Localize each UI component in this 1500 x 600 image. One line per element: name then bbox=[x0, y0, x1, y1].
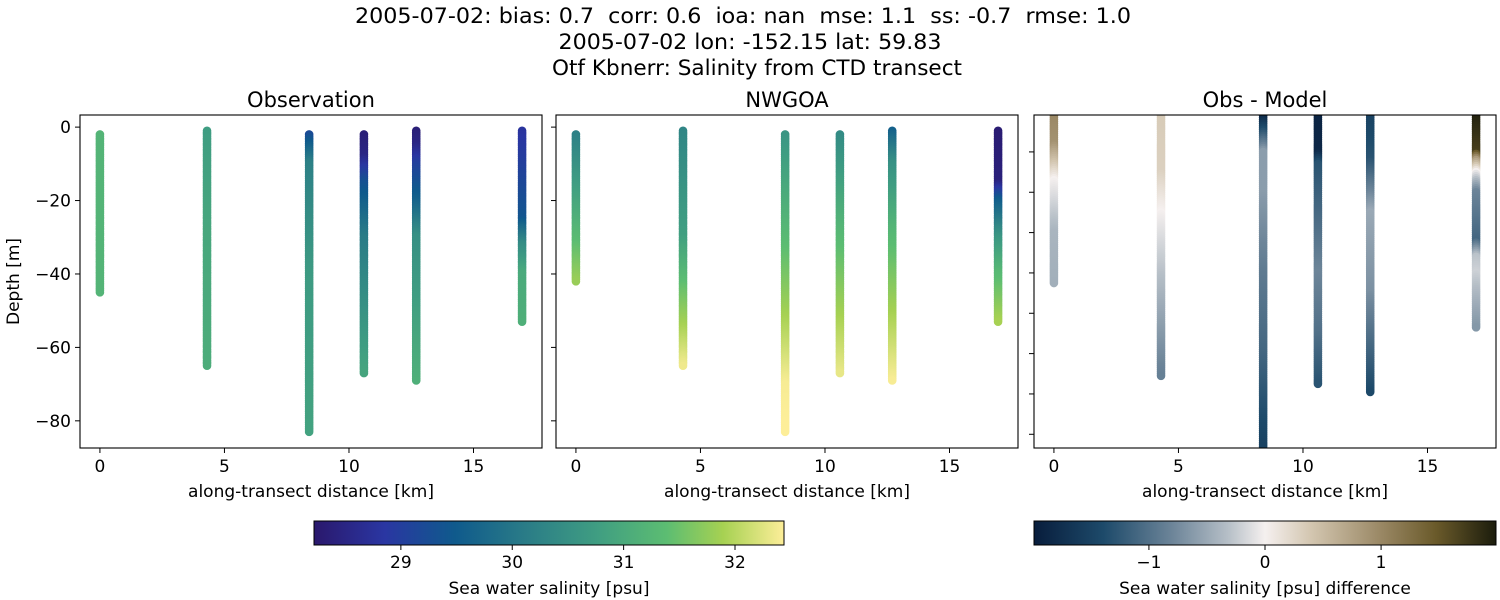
x-tick-label: 10 bbox=[1292, 457, 1314, 477]
data-point bbox=[678, 361, 688, 371]
data-point bbox=[411, 376, 421, 385]
data-point bbox=[359, 368, 369, 378]
x-axis-label: along-transect distance [km] bbox=[188, 482, 434, 502]
panel-2: 0 5 10 15 NWGOA along-transect distance [km] bbox=[551, 88, 1019, 502]
panel-title: NWGOA bbox=[745, 88, 829, 112]
scatter-points bbox=[571, 126, 1003, 437]
profile-x-4.3 bbox=[1156, 115, 1166, 381]
data-point bbox=[571, 277, 581, 286]
colorbar-2: −1 0 1 Sea water salinity [psu] difference bbox=[1033, 520, 1497, 599]
profile-x-0 bbox=[95, 130, 105, 297]
profile-x-10.6 bbox=[1313, 115, 1323, 389]
profile-x-8.4 bbox=[780, 130, 790, 437]
colorbar-1: 29 30 31 32 Sea water salinity [psu] bbox=[313, 520, 785, 599]
profile-x-4.3 bbox=[678, 126, 688, 371]
x-tick-label: 0 bbox=[571, 457, 582, 477]
data-point bbox=[1156, 371, 1166, 381]
colorbar-tick-label: 30 bbox=[501, 553, 523, 573]
suptitle-line-3: Otf Kbnerr: Salinity from CTD transect bbox=[552, 56, 962, 80]
colorbar-tick-label: −1 bbox=[1136, 553, 1161, 573]
x-axis-label: along-transect distance [km] bbox=[1142, 482, 1388, 502]
y-tick-label: −40 bbox=[35, 265, 71, 285]
data-point bbox=[993, 317, 1003, 327]
data-point bbox=[887, 376, 897, 385]
y-tick-label: −80 bbox=[35, 412, 71, 432]
x-tick-label: 15 bbox=[939, 457, 961, 477]
profile-x-0 bbox=[1049, 115, 1059, 288]
data-point bbox=[1049, 278, 1059, 288]
profile-x-10.6 bbox=[359, 130, 369, 378]
profile-x-8.4 bbox=[304, 130, 314, 437]
x-tick-label: 15 bbox=[463, 457, 485, 477]
profile-x-16.95 bbox=[1471, 115, 1481, 332]
profile-x-8.4 bbox=[1258, 115, 1268, 448]
colorbar-tick-label: 32 bbox=[724, 553, 746, 573]
data-point bbox=[780, 427, 790, 437]
x-tick-label: 5 bbox=[219, 457, 230, 477]
data-point bbox=[517, 317, 527, 327]
panel-3: 0 5 10 15 Obs - Model along-transect distance… bbox=[1029, 88, 1497, 502]
data-point bbox=[835, 368, 845, 378]
profile-x-4.3 bbox=[202, 126, 212, 371]
x-tick-label: 10 bbox=[338, 457, 360, 477]
colorbar-gradient bbox=[313, 520, 785, 546]
axes-frame bbox=[1033, 114, 1497, 449]
y-tick-label: −60 bbox=[35, 338, 71, 358]
axes-frame bbox=[555, 114, 1019, 449]
scatter-points bbox=[1049, 115, 1481, 448]
profile-x-12.7 bbox=[1365, 115, 1375, 397]
suptitle-line-1: 2005-07-02: bias: 0.7 corr: 0.6 ioa: nan… bbox=[355, 4, 1131, 28]
data-point bbox=[1258, 442, 1268, 448]
colorbar-gradient bbox=[1033, 520, 1497, 546]
data-point bbox=[202, 361, 212, 371]
colorbar-tick-label: 0 bbox=[1260, 553, 1271, 573]
x-tick-label: 10 bbox=[814, 457, 836, 477]
x-axis-label: along-transect distance [km] bbox=[664, 482, 910, 502]
profile-x-0 bbox=[571, 130, 581, 286]
x-tick-label: 0 bbox=[1049, 457, 1060, 477]
x-tick-label: 15 bbox=[1417, 457, 1439, 477]
data-point bbox=[1365, 387, 1375, 397]
data-point bbox=[1471, 323, 1481, 332]
y-axis-label: Depth [m] bbox=[4, 238, 24, 325]
colorbar-label: Sea water salinity [psu] bbox=[449, 579, 650, 599]
colorbar-tick-label: 29 bbox=[390, 553, 412, 573]
colorbar-tick-label: 1 bbox=[1376, 553, 1387, 573]
x-tick-label: 0 bbox=[95, 457, 106, 477]
profile-x-12.7 bbox=[887, 126, 897, 385]
panel-title: Observation bbox=[247, 88, 375, 112]
suptitle-line-2: 2005-07-02 lon: -152.15 lat: 59.83 bbox=[559, 30, 942, 54]
scatter-points bbox=[95, 126, 527, 437]
data-point bbox=[1313, 379, 1323, 389]
profile-x-16.95 bbox=[993, 126, 1003, 327]
colorbar-label: Sea water salinity [psu] difference bbox=[1119, 579, 1411, 599]
colorbar-tick-label: 31 bbox=[613, 553, 635, 573]
panel-title: Obs - Model bbox=[1203, 88, 1328, 112]
axes-frame bbox=[79, 114, 543, 449]
y-tick-label: 0 bbox=[60, 118, 71, 138]
data-point bbox=[95, 288, 105, 297]
y-tick-label: −20 bbox=[35, 192, 71, 212]
profile-x-10.6 bbox=[835, 130, 845, 378]
data-point bbox=[304, 427, 314, 437]
profile-x-16.95 bbox=[517, 126, 527, 327]
panel-1: 0 5 10 15 0 −20 −40 −60 −80 Observation along-tran… bbox=[4, 88, 543, 502]
x-tick-label: 5 bbox=[1173, 457, 1184, 477]
profile-x-12.7 bbox=[411, 126, 421, 385]
x-tick-label: 5 bbox=[695, 457, 706, 477]
